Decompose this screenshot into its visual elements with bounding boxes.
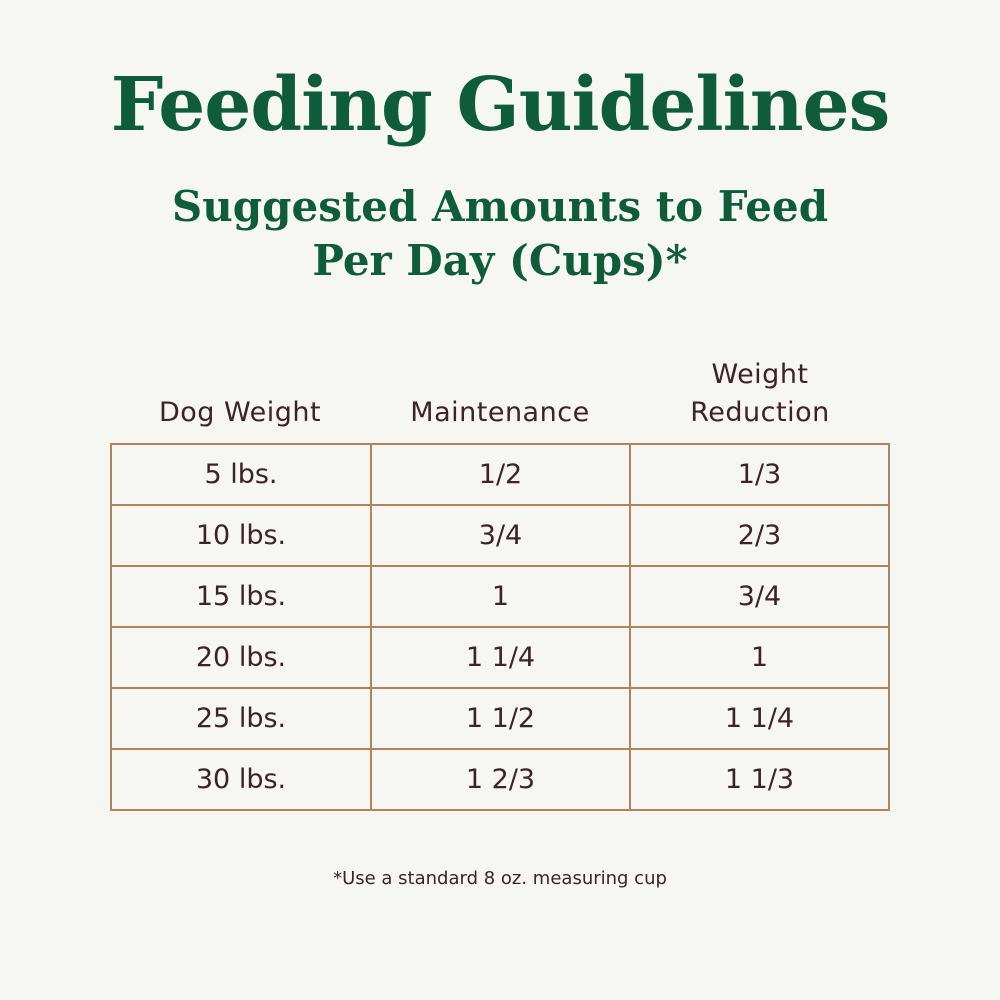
cell-weight-reduction: 1/3 <box>629 443 890 506</box>
subtitle-line-1: Suggested Amounts to Feed <box>171 182 829 231</box>
feeding-table: 5 lbs. 1/2 1/3 10 lbs. 3/4 2/3 15 lbs. 1 3/4 20 l… <box>110 443 890 811</box>
cell-dog-weight: 20 lbs. <box>110 626 372 689</box>
column-header-weight-reduction: Weight Reduction <box>690 359 830 428</box>
table-row: 30 lbs. 1 2/3 1 1/3 <box>110 748 890 811</box>
cell-maintenance: 1 <box>370 565 631 628</box>
footnote: *Use a standard 8 oz. measuring cup <box>333 868 667 889</box>
table-row: 15 lbs. 1 3/4 <box>110 565 890 628</box>
subtitle-line-2: Per Day (Cups)* <box>312 236 688 285</box>
cell-dog-weight: 15 lbs. <box>110 565 372 628</box>
column-header-dog-weight: Dog Weight <box>158 397 322 428</box>
cell-dog-weight: 10 lbs. <box>110 504 372 567</box>
subtitle: Suggested Amounts to Feed Per Day (Cups)… <box>0 180 1000 288</box>
table-row: 25 lbs. 1 1/2 1 1/4 <box>110 687 890 750</box>
cell-dog-weight: 30 lbs. <box>110 748 372 811</box>
cell-maintenance: 1 1/4 <box>370 626 631 689</box>
cell-dog-weight: 5 lbs. <box>110 443 372 506</box>
cell-maintenance: 1 1/2 <box>370 687 631 750</box>
column-header-maintenance: Maintenance <box>410 397 590 428</box>
cell-weight-reduction: 2/3 <box>629 504 890 567</box>
cell-weight-reduction: 1 1/4 <box>629 687 890 750</box>
cell-weight-reduction: 3/4 <box>629 565 890 628</box>
cell-dog-weight: 25 lbs. <box>110 687 372 750</box>
cell-weight-reduction: 1 1/3 <box>629 748 890 811</box>
table-row: 10 lbs. 3/4 2/3 <box>110 504 890 567</box>
cell-maintenance: 3/4 <box>370 504 631 567</box>
table-row: 5 lbs. 1/2 1/3 <box>110 443 890 506</box>
page-title: Feeding Guidelines <box>110 62 891 148</box>
cell-maintenance: 1/2 <box>370 443 631 506</box>
cell-maintenance: 1 2/3 <box>370 748 631 811</box>
cell-weight-reduction: 1 <box>629 626 890 689</box>
table-row: 20 lbs. 1 1/4 1 <box>110 626 890 689</box>
